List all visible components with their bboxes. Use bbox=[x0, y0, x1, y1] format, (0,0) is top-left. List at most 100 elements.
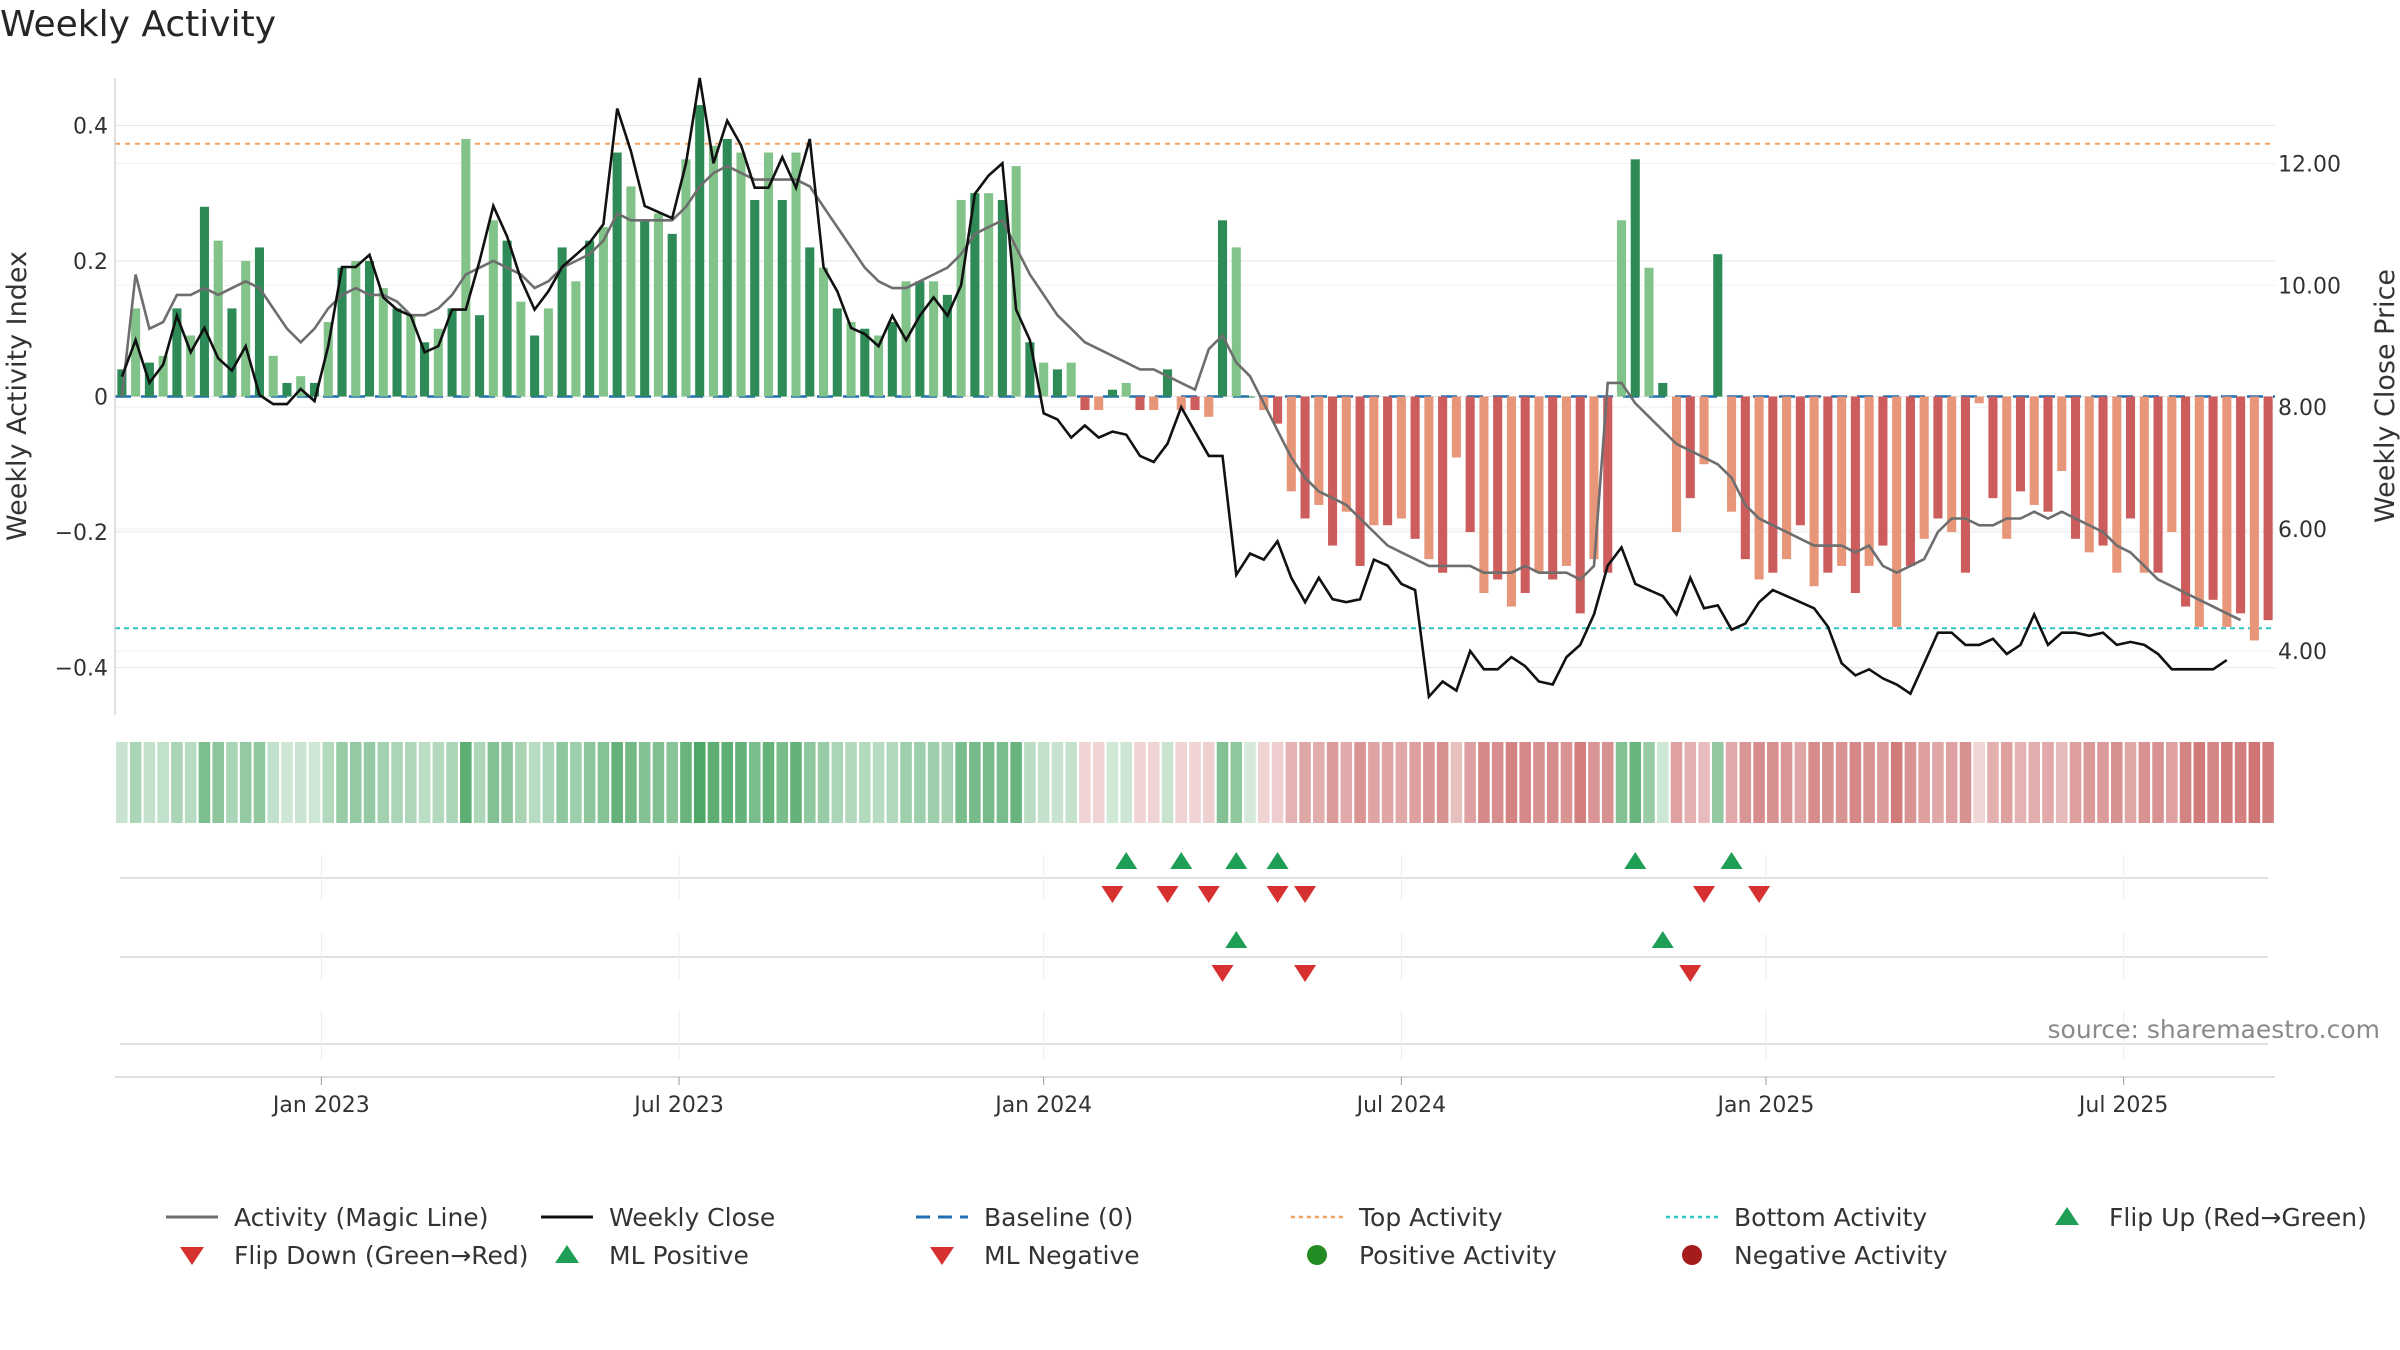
activity-bar bbox=[612, 152, 622, 397]
activity-bar bbox=[2167, 396, 2177, 533]
activity-bar bbox=[543, 308, 553, 397]
legend-item-ml-positive: ML Positive bbox=[535, 1238, 749, 1272]
y2-tick-label: 6.00 bbox=[2278, 518, 2327, 543]
line-black-icon bbox=[541, 1215, 593, 1219]
activity-bar bbox=[818, 267, 829, 397]
heat-cell bbox=[721, 742, 734, 823]
y-tick-label: −0.4 bbox=[55, 657, 108, 682]
activity-bar bbox=[1864, 396, 1874, 566]
heat-cell bbox=[226, 742, 238, 823]
heat-cell bbox=[446, 742, 458, 823]
heat-cell bbox=[1216, 742, 1229, 823]
heat-cell bbox=[1533, 742, 1545, 823]
activity-bar bbox=[309, 382, 320, 397]
activity-bar bbox=[1699, 396, 1709, 465]
heat-cell bbox=[2069, 742, 2082, 823]
heat-cell bbox=[1835, 742, 1848, 823]
legend-item-ml-negative: ML Negative bbox=[910, 1238, 1140, 1272]
activity-bar bbox=[915, 281, 925, 397]
activity-bar bbox=[1204, 396, 1214, 417]
activity-bar bbox=[1410, 396, 1420, 539]
heat-cell bbox=[322, 742, 335, 823]
activity-bar bbox=[585, 240, 595, 397]
activity-bar bbox=[1231, 247, 1241, 397]
activity-bar bbox=[1465, 396, 1475, 533]
heat-cell bbox=[1450, 742, 1463, 823]
heat-cell bbox=[2000, 742, 2013, 823]
activity-bar bbox=[1328, 396, 1338, 546]
heat-cell bbox=[1546, 742, 1559, 823]
heat-cell bbox=[1271, 742, 1284, 823]
heat-cell bbox=[982, 742, 995, 823]
heat-cell bbox=[776, 742, 789, 823]
activity-bar bbox=[1493, 396, 1503, 580]
activity-bar bbox=[2126, 396, 2136, 519]
activity-bar bbox=[227, 308, 237, 397]
flip-up-marker bbox=[1624, 852, 1647, 869]
activity-bar bbox=[1534, 396, 1544, 573]
activity-bar bbox=[860, 328, 870, 397]
heat-cell bbox=[927, 742, 940, 823]
y-tick-label: 0.4 bbox=[73, 114, 108, 139]
flip-down-marker bbox=[1197, 886, 1220, 903]
heat-cell bbox=[1120, 742, 1132, 823]
heat-cell bbox=[2179, 742, 2192, 823]
activity-bar bbox=[1671, 396, 1682, 533]
activity-bar bbox=[1575, 396, 1585, 614]
activity-bar bbox=[667, 233, 677, 397]
heat-cell bbox=[1464, 742, 1476, 823]
activity-bar bbox=[653, 213, 663, 397]
line-dotted-orange-icon bbox=[1291, 1215, 1343, 1219]
activity-bar bbox=[874, 335, 884, 397]
activity-bar bbox=[1520, 396, 1530, 594]
heat-cell bbox=[487, 742, 500, 823]
heat-cell bbox=[1491, 742, 1504, 823]
heat-cell bbox=[1313, 742, 1325, 823]
triangle-down-red-icon bbox=[930, 1247, 954, 1265]
activity-bar bbox=[1933, 396, 1943, 519]
legend-item-negative-activity: Negative Activity bbox=[1660, 1238, 1948, 1272]
activity-bar bbox=[640, 220, 650, 397]
heat-cell bbox=[556, 742, 568, 823]
activity-bar bbox=[1369, 396, 1379, 526]
heat-cell bbox=[1478, 742, 1490, 823]
activity-bar bbox=[598, 227, 608, 397]
heat-cell bbox=[1904, 742, 1917, 823]
heat-cell bbox=[1175, 742, 1188, 823]
heat-cell bbox=[1244, 742, 1256, 823]
activity-bar bbox=[1355, 396, 1365, 566]
heat-cell bbox=[1753, 742, 1765, 823]
flip-up-marker bbox=[1115, 852, 1138, 869]
activity-bar bbox=[2208, 396, 2218, 600]
activity-bar bbox=[1066, 362, 1076, 397]
activity-bar bbox=[1121, 382, 1131, 397]
activity-bar bbox=[117, 369, 127, 397]
heat-cell bbox=[2014, 742, 2027, 823]
heat-cell bbox=[1794, 742, 1807, 823]
activity-bar bbox=[571, 281, 581, 397]
activity-bar bbox=[1727, 396, 1737, 512]
heat-cell bbox=[1106, 742, 1119, 823]
heat-cell bbox=[253, 742, 266, 823]
activity-bar bbox=[1162, 369, 1173, 397]
legend-label: ML Negative bbox=[984, 1240, 1140, 1270]
heat-cell bbox=[1395, 742, 1408, 823]
heat-cell bbox=[2193, 742, 2206, 823]
activity-bar bbox=[2002, 396, 2012, 539]
heat-cell bbox=[129, 742, 142, 823]
heat-cell bbox=[212, 742, 224, 823]
activity-bar bbox=[1176, 396, 1186, 411]
heat-cell bbox=[955, 742, 967, 823]
activity-bar bbox=[1658, 382, 1668, 397]
heat-cell bbox=[184, 742, 197, 823]
y2-tick-label: 12.00 bbox=[2278, 152, 2341, 177]
heat-cell bbox=[1643, 742, 1655, 823]
x-tick-label: Jul 2023 bbox=[632, 1093, 724, 1118]
heat-cell bbox=[900, 742, 912, 823]
activity-bar bbox=[254, 247, 264, 397]
heat-cell bbox=[2262, 742, 2274, 823]
legend-item-flip-up: Flip Up (Red→Green) bbox=[2035, 1200, 2367, 1234]
heat-cell bbox=[1849, 742, 1862, 823]
heat-cell bbox=[1601, 742, 1614, 823]
heat-cell bbox=[2055, 742, 2068, 823]
